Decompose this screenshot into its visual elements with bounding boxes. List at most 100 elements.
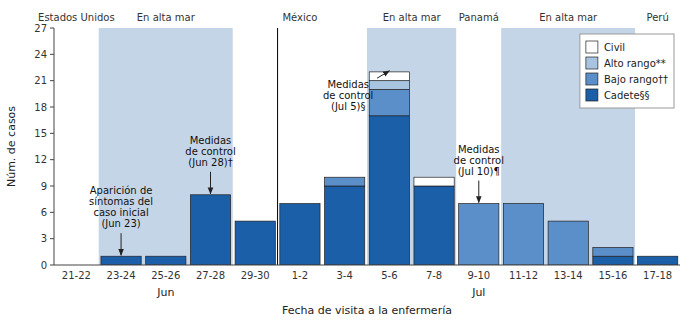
legend: CivilAlto rango**Bajo rango††Cadete§§ bbox=[580, 34, 674, 108]
bar-segment bbox=[101, 256, 141, 257]
regions bbox=[54, 28, 680, 265]
bar-segment bbox=[190, 194, 230, 195]
annotation-line: (Jun 28)† bbox=[188, 157, 232, 168]
annotation-line: Medidas bbox=[458, 144, 500, 155]
annotation-text: Aparición desíntomas delcaso inicial(Jun… bbox=[89, 185, 153, 229]
bar-segment bbox=[369, 72, 409, 81]
annotation-text: Medidasde control(Jun 28)† bbox=[185, 135, 235, 168]
x-tick-label: 9-10 bbox=[467, 270, 490, 281]
annotation-line: síntomas del bbox=[89, 196, 153, 207]
bar-segment bbox=[235, 221, 275, 222]
annotation-line: caso inicial bbox=[93, 207, 148, 218]
bar-segment bbox=[548, 221, 588, 265]
annotation-arrow bbox=[121, 233, 122, 255]
bar-segment bbox=[146, 256, 186, 257]
bar-segment bbox=[101, 256, 141, 265]
annotation-line: de control bbox=[454, 155, 504, 166]
bar-segment bbox=[369, 89, 409, 115]
group-separator bbox=[277, 28, 278, 265]
y-axis-label: Núm. de casos bbox=[5, 106, 18, 187]
bar-segment bbox=[548, 221, 588, 222]
x-tick-label: 27-28 bbox=[196, 270, 225, 281]
y-tick bbox=[50, 28, 54, 29]
x-tick-label: 11-12 bbox=[509, 270, 538, 281]
legend-swatch bbox=[586, 57, 598, 69]
bar-segment bbox=[593, 256, 633, 265]
bar-segment bbox=[280, 203, 320, 204]
axes: 036912151821242721-2223-2425-2627-2829-3… bbox=[34, 23, 680, 282]
legend-swatch bbox=[586, 89, 598, 101]
legend-swatch bbox=[586, 41, 598, 53]
y-tick-label: 9 bbox=[41, 181, 47, 192]
y-tick bbox=[50, 133, 54, 134]
bar-segment bbox=[459, 203, 499, 204]
y-tick-label: 18 bbox=[34, 102, 47, 113]
region-label: Panamá bbox=[459, 12, 499, 23]
y-tick bbox=[50, 159, 54, 160]
legend-label: Civil bbox=[604, 42, 625, 53]
region-label: México bbox=[282, 12, 317, 23]
bar-segment bbox=[190, 195, 230, 265]
y-tick bbox=[50, 212, 54, 213]
bar-segment bbox=[146, 256, 186, 257]
x-tick-label: 7-8 bbox=[426, 270, 442, 281]
legend-label: Bajo rango†† bbox=[604, 74, 668, 85]
y-axis-line bbox=[54, 28, 55, 265]
y-tick-label: 27 bbox=[34, 23, 47, 34]
bar-segment bbox=[325, 177, 365, 178]
annotations: Aparición desíntomas delcaso inicial(Jun… bbox=[89, 71, 504, 255]
y-tick bbox=[50, 186, 54, 187]
x-tick-label: 13-14 bbox=[554, 270, 583, 281]
annotation-line: Medidas bbox=[190, 135, 232, 146]
annotation-text: Medidasde control(Jul 10)¶ bbox=[454, 144, 504, 177]
region-label: Perú bbox=[647, 12, 669, 23]
bar-segment bbox=[190, 194, 230, 195]
bar-segment bbox=[369, 116, 409, 265]
group-label: Jun bbox=[156, 286, 174, 299]
bar-segment bbox=[638, 256, 678, 257]
bar-segment bbox=[638, 256, 678, 257]
annotation-line: de control bbox=[323, 90, 373, 101]
x-tick-label: 1-2 bbox=[292, 270, 308, 281]
legend-swatch bbox=[586, 73, 598, 85]
bar-segment bbox=[503, 203, 543, 204]
bar-segment bbox=[280, 204, 320, 265]
x-tick-label: 25-26 bbox=[151, 270, 180, 281]
annotation-line: (Jun 23) bbox=[101, 218, 140, 229]
bar-segment bbox=[146, 256, 186, 257]
region-band bbox=[233, 28, 367, 265]
y-tick bbox=[50, 265, 54, 266]
bar-segment bbox=[101, 256, 141, 257]
x-tick-label: 3-4 bbox=[336, 270, 352, 281]
y-tick-label: 6 bbox=[41, 207, 47, 218]
region-label: En alta mar bbox=[383, 12, 442, 23]
x-tick-label: 23-24 bbox=[107, 270, 136, 281]
x-tick-label: 17-18 bbox=[643, 270, 672, 281]
region-band bbox=[54, 28, 99, 265]
y-tick-label: 12 bbox=[34, 154, 47, 165]
legend-label: Alto rango** bbox=[604, 58, 666, 69]
bar-segment bbox=[548, 221, 588, 222]
bar-segment bbox=[414, 186, 454, 265]
bar-segment bbox=[280, 203, 320, 204]
bar-segment bbox=[638, 256, 678, 265]
x-tick-label: 5-6 bbox=[381, 270, 397, 281]
bars bbox=[101, 72, 678, 265]
legend-box bbox=[580, 34, 674, 108]
bar-segment bbox=[593, 247, 633, 256]
y-tick bbox=[50, 54, 54, 55]
region-label: Estados Unidos bbox=[38, 12, 115, 23]
region-label: En alta mar bbox=[137, 12, 196, 23]
bar-segment bbox=[325, 186, 365, 265]
bar-segment bbox=[235, 221, 275, 265]
chart: Estados Unidos En alta mar México En alta m… bbox=[0, 0, 690, 327]
annotation-line: (Jul 10)¶ bbox=[458, 166, 500, 177]
bar-segment bbox=[503, 203, 543, 204]
annotation-arrow bbox=[478, 181, 479, 203]
region-band bbox=[367, 28, 456, 265]
bar-segment bbox=[593, 247, 633, 248]
annotation-arrow bbox=[210, 172, 211, 194]
bar-segment bbox=[593, 247, 633, 248]
bar-segment bbox=[146, 256, 186, 265]
annotation-line: Medidas bbox=[327, 79, 369, 90]
